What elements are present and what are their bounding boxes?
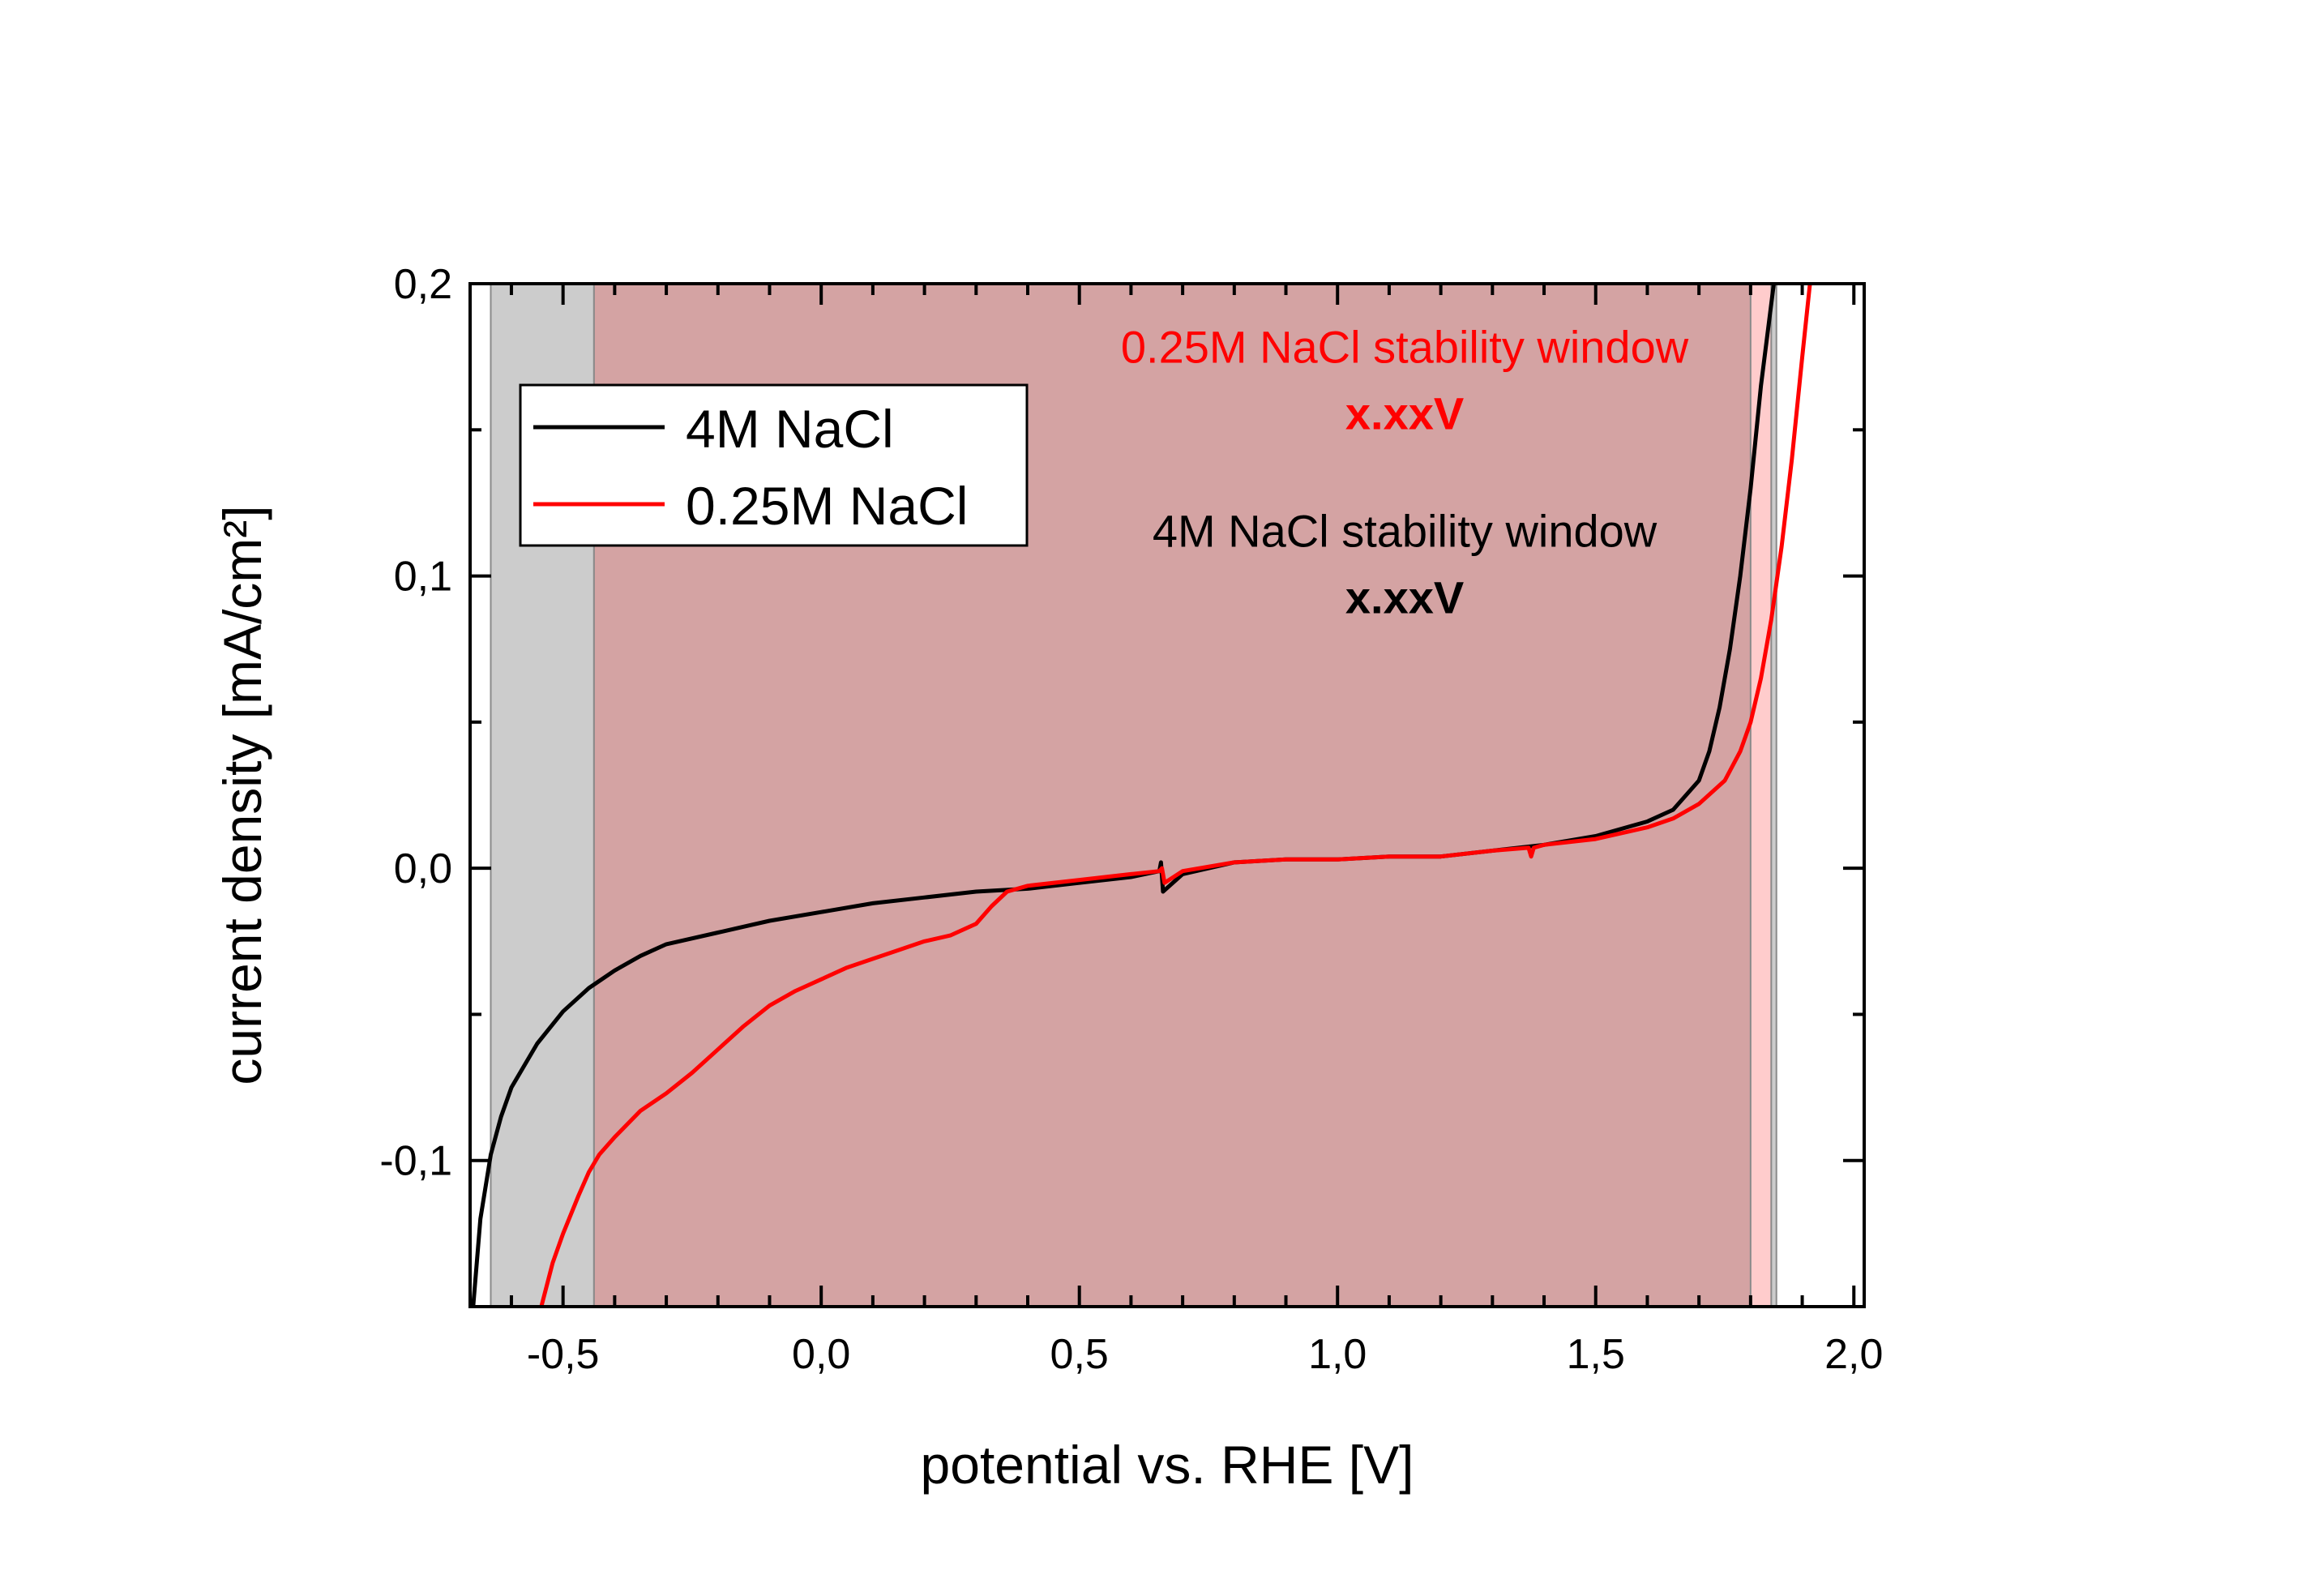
series-line-0 [471, 284, 1776, 1307]
y-axis-label: current density [mA/cm²] [212, 505, 272, 1085]
x-tick-label: 2,0 [1824, 1331, 1883, 1378]
annotation-value-0: x.xxV [1345, 387, 1464, 439]
series-line-1 [539, 284, 1812, 1307]
annotation-title-0: 0.25M NaCl stability window [1121, 321, 1689, 372]
y-tick-label: 0,2 [394, 261, 452, 308]
tick-labels: -0,5 0,0 0,5 1,0 1,5 2,0 -0,1 0,0 0,1 0,2 [379, 261, 1883, 1378]
x-tick-label: -0,5 [527, 1331, 600, 1378]
y-tick-label: 0,1 [394, 554, 452, 601]
legend-label-0: 4M NaCl [686, 399, 894, 459]
y-tick-label: -0,1 [379, 1138, 452, 1185]
legend-label-1: 0.25M NaCl [686, 476, 968, 536]
plot-frame [468, 282, 1866, 1308]
x-axis-label: potential vs. RHE [V] [921, 1435, 1414, 1495]
data-series [471, 284, 1812, 1307]
axis-ticks [470, 282, 1864, 1307]
x-tick-label: 1,0 [1308, 1331, 1367, 1378]
annotation-title-1: 4M NaCl stability window [1153, 506, 1658, 557]
annotation-value-1: x.xxV [1345, 572, 1464, 623]
legend: 4M NaCl 0.25M NaCl [519, 383, 1029, 547]
x-tick-label: 0,0 [792, 1331, 850, 1378]
x-tick-label: 0,5 [1050, 1331, 1109, 1378]
x-tick-label: 1,5 [1567, 1331, 1625, 1378]
legend-box [519, 383, 1029, 547]
y-tick-label: 0,0 [394, 845, 452, 892]
annotations: 0.25M NaCl stability window x.xxV 4M NaCl … [1121, 321, 1689, 623]
